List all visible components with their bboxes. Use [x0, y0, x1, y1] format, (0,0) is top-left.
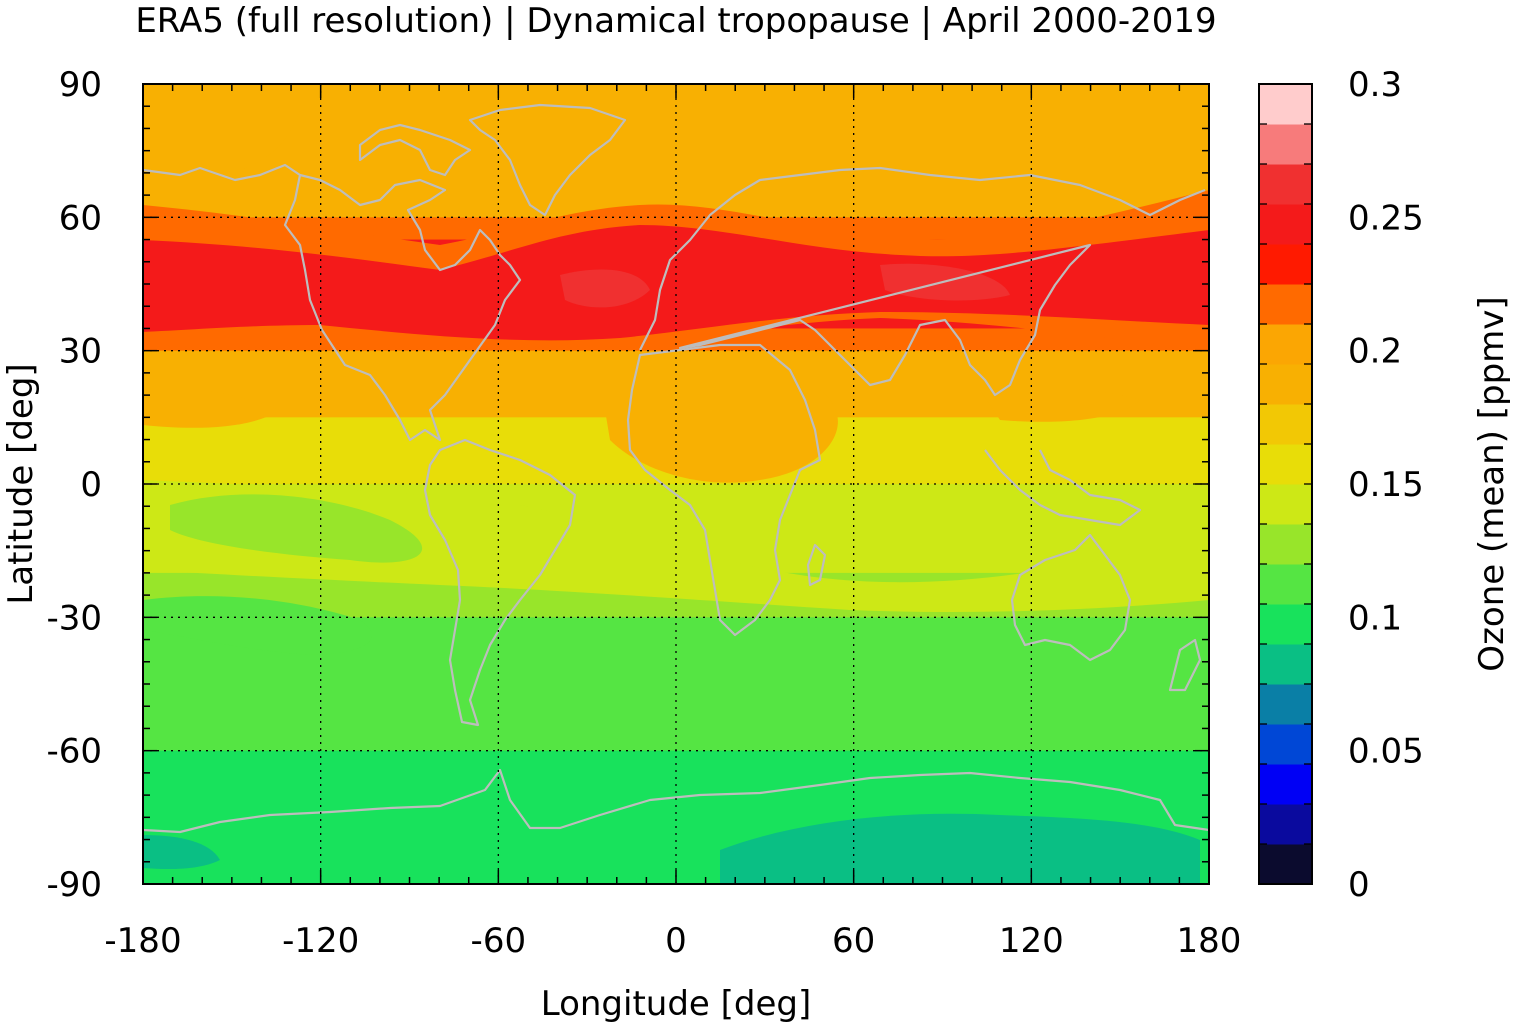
y-tick-label: 0 [80, 465, 102, 505]
map-plot-area [143, 84, 1209, 884]
ozone-contour-13 [720, 813, 1200, 884]
x-tick-label: 180 [1177, 921, 1242, 961]
coastline-se-asia [984, 449, 1142, 527]
y-tick-labels: 90 60 30 0 -30 -60 -90 [46, 65, 102, 905]
colorbar-swatch-5 [1259, 644, 1312, 685]
coastline-greenland [468, 103, 627, 217]
colorbar-swatch-6 [1259, 604, 1312, 645]
chart-title: ERA5 (full resolution) | Dynamical tropo… [135, 1, 1216, 41]
y-tick-label: 90 [59, 65, 102, 105]
ozone-contour-2 [560, 269, 650, 308]
x-tick-label: -180 [104, 921, 181, 961]
colorbar-ticks: 0.3 0.25 0.2 0.15 0.1 0.05 0 [1259, 65, 1424, 905]
ozone-contour-1 [143, 225, 1209, 341]
colorbar-swatch-19 [1259, 84, 1312, 125]
ozone-contour-10 [170, 494, 423, 563]
coastline-africa [626, 343, 822, 637]
coastlines [143, 103, 1209, 834]
y-tick-label: 60 [59, 198, 102, 238]
colorbar-swatch-11 [1259, 404, 1312, 445]
ozone-contour-11 [143, 596, 372, 655]
x-tick-labels: -180 -120 -60 0 60 120 180 [104, 921, 1241, 961]
colorbar-swatch-17 [1259, 164, 1312, 205]
coastline-antarctica [143, 768, 1209, 834]
colorbar-swatch-1 [1259, 804, 1312, 845]
colorbar-swatch-15 [1259, 244, 1312, 285]
colorbar-tick-label: 0.2 [1348, 332, 1402, 372]
colorbar-tick-label: 0.25 [1348, 198, 1424, 238]
colorbar-tick-label: 0.1 [1348, 598, 1402, 638]
colorbar-swatch-18 [1259, 124, 1312, 165]
colorbar-swatch-10 [1259, 444, 1312, 485]
coastline-arctic-islands [358, 123, 472, 177]
x-tick-label: 120 [999, 921, 1064, 961]
colorbar-label: Ozone (mean) [ppmv] [1472, 296, 1512, 671]
colorbar-swatch-8 [1259, 524, 1312, 565]
coastline-south-america [423, 438, 577, 727]
coastline-north-america [143, 163, 522, 442]
ozone-contour-4 [143, 95, 300, 170]
coastline-europe-asia [639, 166, 1206, 397]
x-tick-label: 0 [665, 921, 687, 961]
colorbar-swatch-4 [1259, 684, 1312, 725]
colorbar-swatch-14 [1259, 284, 1312, 325]
y-axis-label: Latitude [deg] [1, 363, 41, 604]
axis-ticks [142, 83, 1210, 885]
y-tick-label: 30 [59, 332, 102, 372]
colorbar-swatch-0 [1259, 844, 1312, 885]
x-tick-label: -120 [282, 921, 359, 961]
coastline-australia [1010, 533, 1132, 662]
colorbar-tick-label: 0.15 [1348, 465, 1424, 505]
colorbar-tick-label: 0 [1348, 865, 1370, 905]
colorbar-swatch-9 [1259, 484, 1312, 525]
x-axis-label: Longitude [deg] [541, 984, 812, 1024]
colorbar [1259, 84, 1312, 885]
y-tick-label: -90 [46, 865, 102, 905]
y-tick-label: -30 [46, 598, 102, 638]
ozone-contour-8 [143, 388, 280, 428]
colorbar-swatch-13 [1259, 324, 1312, 365]
ozone-contour-5 [1040, 101, 1209, 175]
ozone-contour-9 [143, 480, 1209, 612]
colorbar-swatch-7 [1259, 564, 1312, 605]
ozone-contour-6 [600, 374, 838, 483]
coastline-new-zealand [1168, 638, 1202, 692]
y-tick-label: -60 [46, 732, 102, 772]
ozone-contour-14 [143, 835, 220, 870]
colorbar-swatch-16 [1259, 204, 1312, 245]
x-tick-label: 60 [832, 921, 875, 961]
colorbar-tick-label: 0.05 [1348, 732, 1424, 772]
grid-lines [143, 84, 1209, 884]
ozone-contour-7 [980, 387, 1140, 422]
coastline-madagascar [806, 543, 827, 587]
colorbar-swatch-12 [1259, 364, 1312, 405]
colorbar-swatch-3 [1259, 724, 1312, 765]
x-tick-label: -60 [471, 921, 527, 961]
colorbar-swatch-2 [1259, 764, 1312, 805]
colorbar-tick-label: 0.3 [1348, 65, 1402, 105]
